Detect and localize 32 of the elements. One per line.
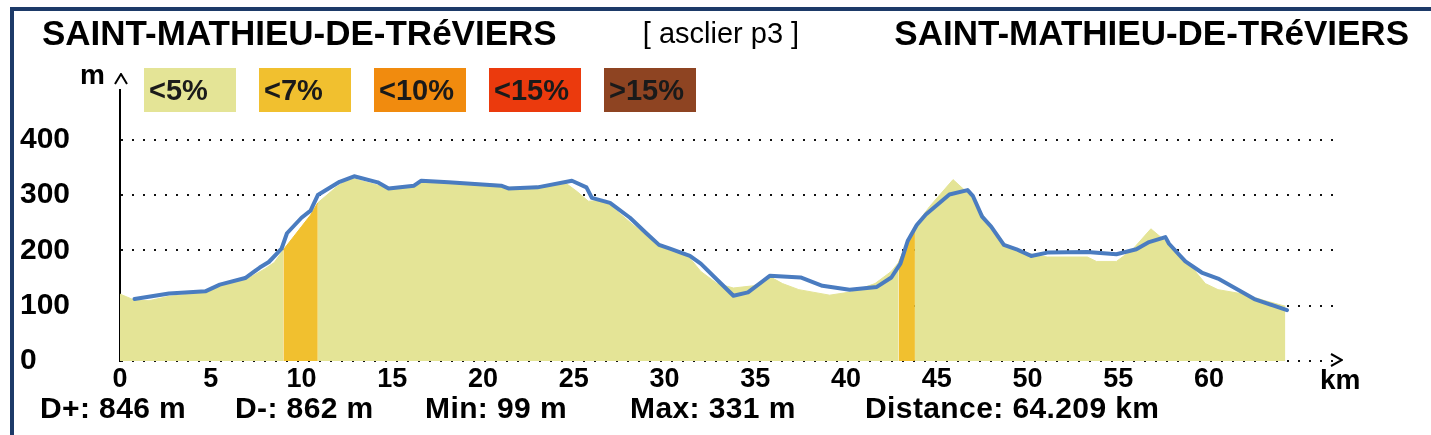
x-tick-label: 45 bbox=[921, 362, 952, 393]
legend-label: <10% bbox=[379, 68, 466, 112]
y-tick-label: 200 bbox=[20, 231, 71, 265]
text: Distance: 64.209 km bbox=[865, 391, 1160, 425]
x-tick-label: 25 bbox=[558, 362, 589, 393]
x-tick-label: 30 bbox=[649, 362, 680, 393]
x-tick-label: 35 bbox=[740, 362, 771, 393]
text: Min: 99 m bbox=[425, 391, 567, 425]
x-tick-label: 20 bbox=[467, 362, 499, 393]
legend-label: <5% bbox=[149, 68, 236, 112]
text: Max: 331 m bbox=[630, 391, 796, 425]
legend-label: <7% bbox=[264, 68, 351, 112]
text: D-: 862 m bbox=[235, 391, 374, 425]
y-tick-label: 100 bbox=[20, 286, 71, 320]
y-tick-label: 300 bbox=[20, 176, 71, 210]
text: D+: 846 m bbox=[40, 391, 187, 425]
y-axis-title: m bbox=[80, 59, 105, 90]
legend-label: >15% bbox=[609, 68, 696, 112]
x-tick-label: 0 bbox=[112, 362, 128, 393]
x-tick-label: 60 bbox=[1193, 362, 1224, 393]
x-tick-label: 15 bbox=[377, 362, 408, 393]
text: SAINT-MATHIEU-DE-TRéVIERS bbox=[894, 13, 1409, 53]
x-tick-label: 10 bbox=[286, 362, 317, 393]
x-tick-label: 5 bbox=[203, 362, 219, 393]
x-tick-label: 55 bbox=[1103, 362, 1134, 393]
x-tick-label: 40 bbox=[830, 362, 861, 393]
legend-label: <15% bbox=[494, 68, 581, 112]
y-tick-label: 400 bbox=[20, 121, 71, 155]
x-axis-title: km bbox=[1320, 364, 1361, 395]
x-tick-label: 50 bbox=[1012, 362, 1043, 393]
text: SAINT-MATHIEU-DE-TRéVIERS bbox=[42, 13, 557, 53]
chart-title: [ asclier p3 ] bbox=[642, 16, 800, 50]
